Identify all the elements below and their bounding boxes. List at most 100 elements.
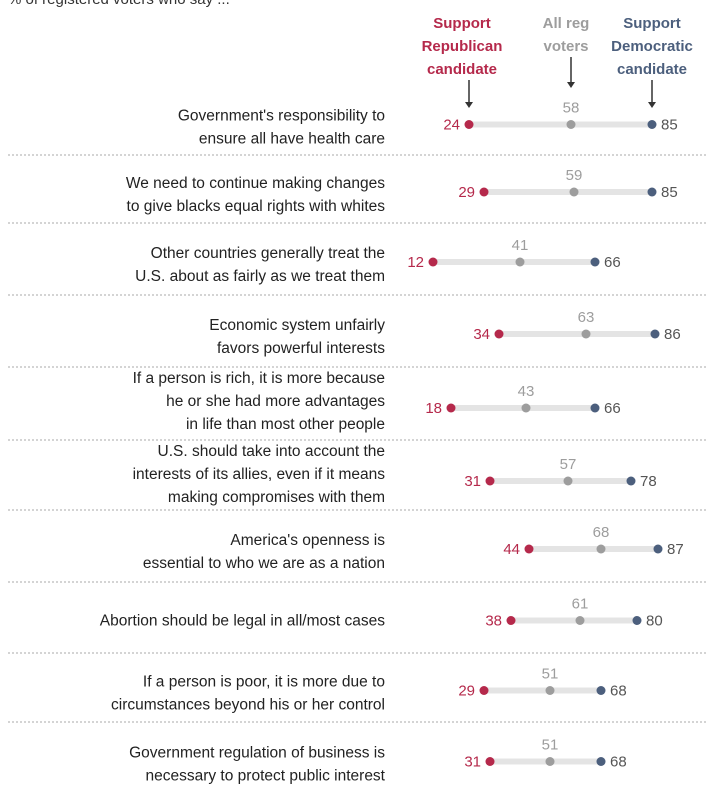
legend-all-voters-line-2: voters bbox=[543, 38, 588, 55]
row-label-line: he or she had more advantages bbox=[166, 393, 385, 410]
row-label-line: in life than most other people bbox=[186, 416, 385, 433]
dot-republican bbox=[485, 476, 495, 486]
value-label-all-voters: 58 bbox=[563, 100, 580, 117]
value-label-democratic: 66 bbox=[604, 254, 621, 271]
value-label-republican: 34 bbox=[473, 326, 490, 343]
dot-democratic bbox=[590, 257, 600, 267]
row-label-line: favors powerful interests bbox=[217, 340, 385, 357]
dot-all-voters bbox=[581, 329, 591, 339]
dot-republican bbox=[506, 616, 516, 625]
value-label-republican: 31 bbox=[464, 754, 481, 771]
value-label-democratic: 86 bbox=[664, 326, 681, 343]
dot-all-voters bbox=[596, 544, 606, 554]
dot-all-voters bbox=[545, 686, 555, 695]
dot-democratic bbox=[590, 403, 600, 413]
dot-all-voters bbox=[566, 120, 576, 129]
legend-republican-line-2: Republican bbox=[422, 38, 503, 55]
value-label-republican: 12 bbox=[407, 254, 424, 271]
row-label-line: U.S. about as fairly as we treat them bbox=[135, 268, 385, 285]
value-label-democratic: 78 bbox=[640, 473, 657, 490]
row-label-line: Economic system unfairly bbox=[209, 317, 385, 334]
row-label-line: circumstances beyond his or her control bbox=[111, 697, 385, 714]
value-label-democratic: 87 bbox=[667, 541, 684, 558]
dot-all-voters bbox=[575, 616, 585, 625]
legend-header: Support Republican candidate All reg voters S… bbox=[422, 15, 693, 108]
row-label-line: essential to who we are as a nation bbox=[143, 555, 385, 572]
legend-republican-line-3: candidate bbox=[427, 61, 497, 78]
dot-all-voters bbox=[563, 476, 573, 486]
dot-democratic bbox=[647, 187, 657, 197]
dot-republican bbox=[479, 187, 489, 197]
dot-all-voters bbox=[569, 187, 579, 197]
dot-republican bbox=[464, 120, 474, 129]
value-label-all-voters: 51 bbox=[542, 737, 559, 754]
row-1: Government's responsibility to ensure all… bbox=[8, 100, 706, 156]
value-label-democratic: 66 bbox=[604, 400, 621, 417]
chart-rows: Government's responsibility to ensure all… bbox=[8, 100, 706, 785]
dot-democratic bbox=[647, 120, 657, 129]
value-label-democratic: 85 bbox=[661, 117, 678, 134]
dot-republican bbox=[494, 329, 504, 339]
row-7: America's openness is essential to who we… bbox=[8, 524, 706, 583]
legend-republican-arrow-head bbox=[465, 102, 473, 108]
row-label-line: necessary to protect public interest bbox=[145, 768, 385, 785]
value-label-republican: 18 bbox=[425, 400, 442, 417]
dot-republican bbox=[479, 686, 489, 695]
top-cut-text: % of registered voters who say ... bbox=[8, 0, 230, 8]
row-5: If a person is rich, it is more because h… bbox=[8, 370, 706, 441]
value-label-all-voters: 41 bbox=[512, 237, 529, 254]
value-label-all-voters: 43 bbox=[518, 383, 535, 400]
row-label-line: America's openness is bbox=[230, 532, 385, 549]
value-label-all-voters: 57 bbox=[560, 456, 577, 473]
row-9: If a person is poor, it is more due to ci… bbox=[8, 666, 706, 723]
value-label-republican: 29 bbox=[458, 184, 475, 201]
value-label-republican: 31 bbox=[464, 473, 481, 490]
value-label-all-voters: 59 bbox=[566, 167, 583, 184]
value-label-republican: 44 bbox=[503, 541, 520, 558]
value-label-republican: 38 bbox=[485, 613, 502, 630]
dot-democratic bbox=[596, 757, 606, 766]
value-label-democratic: 85 bbox=[661, 184, 678, 201]
row-label-line: We need to continue making changes bbox=[126, 175, 385, 192]
legend-republican-line-1: Support bbox=[433, 15, 491, 32]
legend-all-voters-line-1: All reg bbox=[543, 15, 590, 32]
dot-democratic bbox=[653, 544, 663, 554]
row-label-line: If a person is rich, it is more because bbox=[133, 370, 385, 387]
dot-all-voters bbox=[545, 757, 555, 766]
value-label-republican: 29 bbox=[458, 683, 475, 700]
dot-republican bbox=[446, 403, 456, 413]
value-label-all-voters: 51 bbox=[542, 666, 559, 683]
dot-democratic bbox=[596, 686, 606, 695]
legend-democratic-line-3: candidate bbox=[617, 61, 687, 78]
legend-democratic-line-2: Democratic bbox=[611, 38, 693, 55]
dot-democratic bbox=[632, 616, 642, 625]
row-10: Government regulation of business is nece… bbox=[129, 737, 627, 785]
row-label-line: Abortion should be legal in all/most cas… bbox=[100, 613, 385, 630]
row-label-line: ensure all have health care bbox=[199, 131, 385, 148]
dot-republican bbox=[524, 544, 534, 554]
row-2: We need to continue making changes to giv… bbox=[8, 167, 706, 224]
value-label-all-voters: 68 bbox=[593, 524, 610, 541]
dot-democratic bbox=[626, 476, 636, 486]
row-label-line: Government regulation of business is bbox=[129, 745, 385, 762]
row-label-line: to give blacks equal rights with whites bbox=[127, 198, 386, 215]
row-label-line: making compromises with them bbox=[168, 489, 385, 506]
dot-all-voters bbox=[521, 403, 531, 413]
value-label-all-voters: 63 bbox=[578, 309, 595, 326]
row-label-line: Government's responsibility to bbox=[178, 108, 385, 125]
dot-democratic bbox=[650, 329, 660, 339]
row-label-line: If a person is poor, it is more due to bbox=[143, 674, 385, 691]
value-label-democratic: 68 bbox=[610, 683, 627, 700]
row-label-line: Other countries generally treat the bbox=[151, 245, 385, 262]
row-8: Abortion should be legal in all/most cas… bbox=[8, 596, 706, 654]
dot-all-voters bbox=[515, 257, 525, 267]
value-label-all-voters: 61 bbox=[572, 596, 589, 613]
value-label-democratic: 68 bbox=[610, 754, 627, 771]
row-3: Other countries generally treat the U.S. … bbox=[8, 237, 706, 296]
row-label-line: U.S. should take into account the bbox=[158, 443, 385, 460]
dot-republican bbox=[428, 257, 438, 267]
dot-republican bbox=[485, 757, 495, 766]
row-label-line: interests of its allies, even if it mean… bbox=[133, 466, 386, 483]
legend-all-voters-arrow-head bbox=[567, 82, 575, 88]
